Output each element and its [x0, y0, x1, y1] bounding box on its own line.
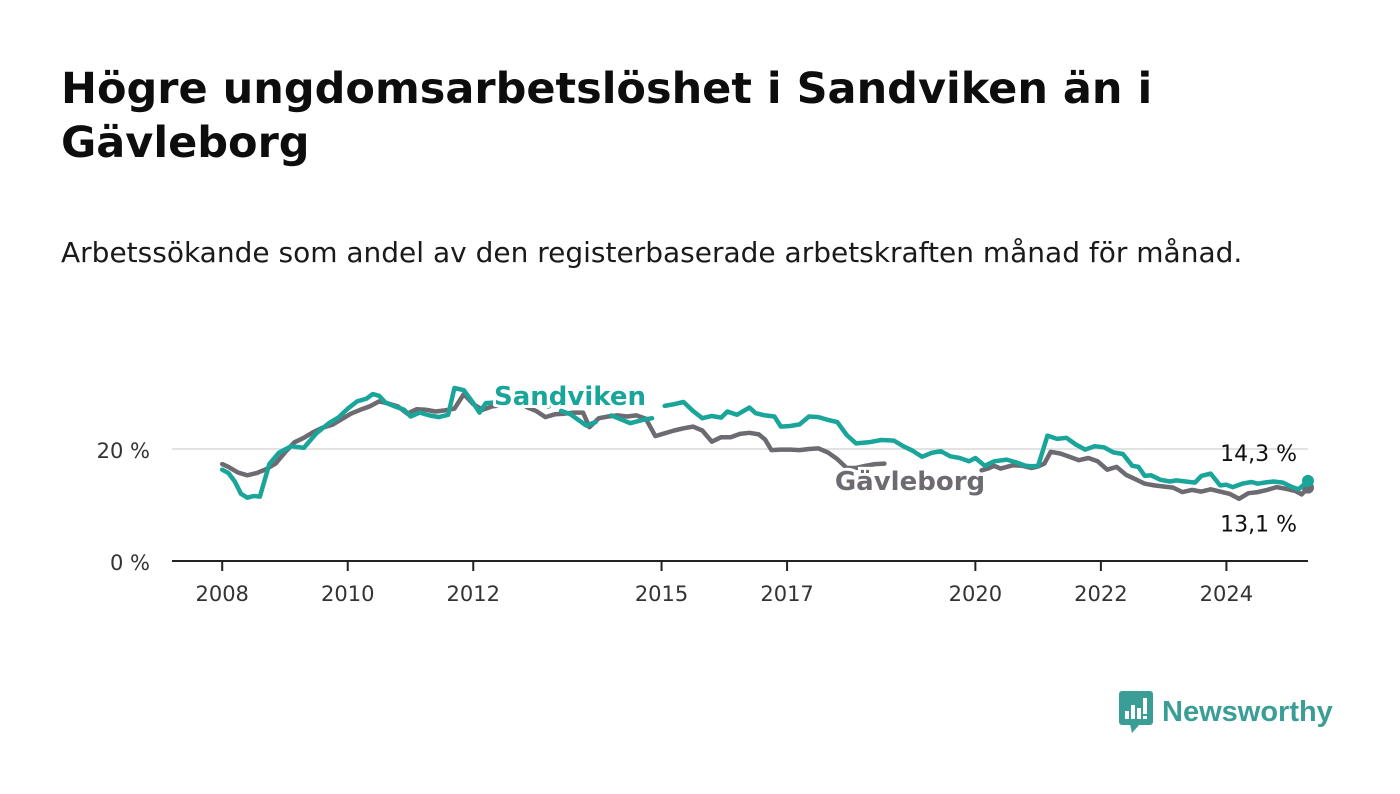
chart-title: Högre ungdomsarbetslöshet i Sandviken än… — [61, 64, 1153, 168]
y-tick-label: 20 % — [97, 439, 150, 463]
chart-subtitle: Arbetssökande som andel av den registerb… — [61, 236, 1243, 269]
x-tick-label: 2008 — [195, 582, 248, 606]
x-tick-label: 2024 — [1200, 582, 1253, 606]
end-point-sandviken — [1302, 474, 1314, 487]
x-tick-label: 2012 — [447, 582, 500, 606]
bar-chart-speech-bubble-icon — [1119, 691, 1153, 733]
x-tick-label: 2015 — [635, 582, 688, 606]
series-label-sandviken: Sandviken — [494, 382, 646, 412]
x-tick-label: 2010 — [321, 582, 374, 606]
series-label-gavleborg: Gävleborg — [835, 467, 985, 497]
end-label-sandviken: 14,3 % — [1220, 442, 1297, 467]
series-line-gavleborg — [219, 391, 1311, 502]
series-lines — [219, 385, 1314, 502]
series-line-sandviken — [219, 385, 1311, 500]
x-tick-label: 2017 — [760, 582, 813, 606]
axes: 0 % 20 % 2008 2010 2012 2015 2017 2020 2022 2024 — [97, 439, 1308, 606]
end-label-gavleborg: 13,1 % — [1220, 513, 1297, 538]
y-tick-label: 0 % — [110, 551, 150, 575]
x-tick-label: 2022 — [1074, 582, 1127, 606]
line-chart: 0 %20 %2008 2010 2012 2015 2017 2020 2022 2024 … — [96, 379, 1314, 606]
labels: 14,3 % 13,1 % Sandviken Gävleborg — [491, 379, 1297, 538]
x-tick-label: 2020 — [949, 582, 1002, 606]
brand-logo: Newsworthy — [1118, 690, 1333, 734]
brand-name: Newsworthy — [1162, 695, 1333, 728]
